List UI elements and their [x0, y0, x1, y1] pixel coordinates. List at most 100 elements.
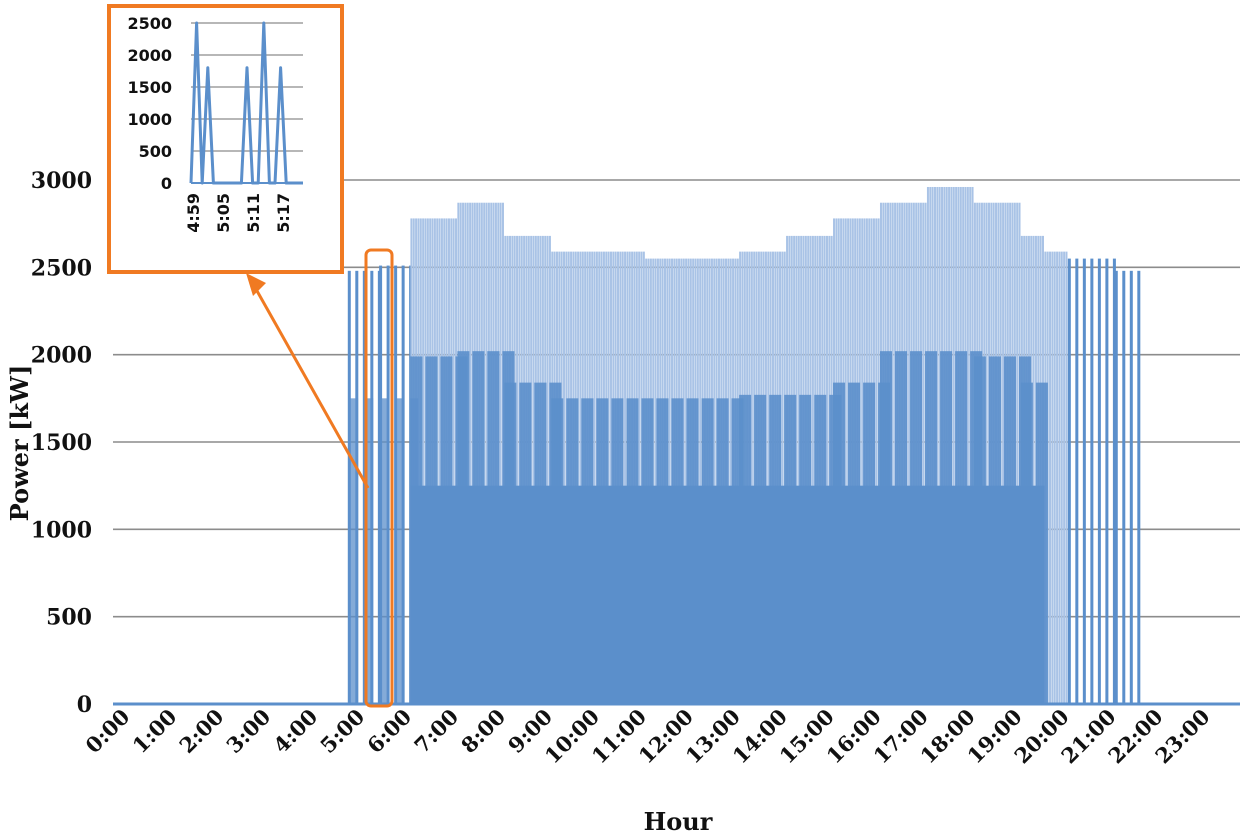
bar-peak: [1097, 258, 1101, 704]
bar-peak: [1105, 258, 1109, 704]
bar-peak: [1053, 251, 1056, 704]
bar-peak: [908, 202, 911, 704]
bar-peak: [891, 202, 894, 704]
inset-y-tick-label: 1500: [127, 78, 172, 97]
y-tick-label: 1500: [31, 430, 92, 456]
bar-peak: [685, 258, 688, 704]
inset-series-line: [189, 21, 303, 185]
bar-peak: [1067, 258, 1071, 704]
bar-peak: [825, 235, 828, 705]
y-tick-label: 1000: [31, 517, 92, 543]
bar-peak: [1049, 251, 1052, 704]
x-tick-label: 6:00: [362, 704, 416, 758]
bar-peak: [1082, 258, 1086, 704]
bar-peak: [485, 202, 488, 704]
y-axis-title: Power [kW]: [5, 365, 34, 522]
x-tick-label: 4:00: [268, 704, 322, 758]
highlight-box: [364, 248, 394, 708]
bar-peak: [1112, 258, 1116, 704]
bar-peak: [729, 258, 732, 704]
bar-peak: [624, 251, 627, 704]
x-tick-label: 8:00: [456, 704, 510, 758]
zoom-arrow-line: [250, 281, 370, 489]
bar-peak: [767, 251, 770, 704]
bar-peak: [952, 186, 955, 704]
bar-secondary: [365, 398, 374, 704]
inset-chart: 0 500 1000 1500 2000 2500 4:59 5:05 5:11 5:17: [107, 4, 344, 274]
bar-peak: [1056, 251, 1059, 704]
bar-peak: [546, 235, 549, 705]
x-tick-label: 23:00: [1150, 704, 1214, 768]
bar-peak: [1051, 251, 1054, 704]
bar-peak: [607, 251, 610, 704]
bar-peak: [936, 186, 939, 704]
y-tick-label: 2000: [31, 343, 92, 369]
bar-peak: [347, 270, 351, 704]
bar-peak: [1058, 251, 1061, 704]
x-tick-label: 5:00: [315, 704, 369, 758]
bar-peak: [1002, 202, 1005, 704]
bar-peak: [532, 235, 535, 705]
zoom-highlight: [246, 248, 394, 708]
bar-peak: [668, 258, 671, 704]
x-tick-label: 3:00: [221, 704, 275, 758]
bar-peak: [452, 218, 455, 704]
bar-peak: [797, 235, 800, 705]
bar-peak: [422, 218, 425, 704]
inset-x-tick-label: 4:59: [184, 193, 203, 233]
zoom-arrow-head: [246, 273, 266, 296]
bar-core: [410, 485, 1045, 704]
inset-y-tick-label: 1000: [127, 110, 172, 129]
bar-series: [347, 186, 1141, 705]
bar-peak: [609, 251, 612, 704]
bar-peak: [875, 218, 878, 704]
bar-peak: [844, 218, 847, 704]
y-tick-labels: 0 500 1000 1500 2000 2500 3000: [31, 168, 92, 718]
inset-frame: [107, 4, 344, 274]
bar-peak: [563, 251, 566, 704]
bar-secondary: [395, 398, 404, 704]
bar-peak: [750, 251, 753, 704]
inset-x-tick-label: 5:17: [274, 193, 293, 233]
bar-peak: [1075, 258, 1079, 704]
bar-peak: [861, 218, 864, 704]
bar-peak: [699, 258, 702, 704]
bar-peak: [922, 202, 925, 704]
y-tick-label: 0: [77, 692, 92, 718]
y-tick-label: 2500: [31, 255, 92, 281]
bar-peak: [938, 186, 941, 704]
x-tick-label: 1:00: [127, 704, 181, 758]
inset-y-tick-label: 0: [161, 174, 172, 193]
bar-peak: [1016, 202, 1019, 704]
bar-peak: [1065, 251, 1068, 704]
bar-peak: [469, 202, 472, 704]
x-axis-title: Hour: [644, 807, 713, 836]
bar-peak: [1063, 251, 1066, 704]
inset-x-tick-label: 5:05: [214, 193, 233, 233]
bar-peak: [1122, 270, 1126, 704]
bar-peak: [781, 251, 784, 704]
y-tick-label: 500: [46, 605, 92, 631]
bar-peak: [654, 258, 657, 704]
bar-peak: [579, 251, 582, 704]
bar-peak: [1032, 235, 1035, 705]
bar-secondary: [350, 398, 359, 704]
inset-y-tick-label: 2000: [127, 46, 172, 65]
bar-peak: [713, 258, 716, 704]
y-tick-label: 3000: [31, 168, 92, 194]
bar-peak: [1090, 258, 1094, 704]
bar-peak: [811, 235, 814, 705]
bar-peak: [966, 186, 969, 704]
bar-peak: [362, 270, 366, 704]
bar-peak: [1060, 251, 1063, 704]
bar-peak: [516, 235, 519, 705]
bar-peak: [438, 218, 441, 704]
bar-peak: [1114, 270, 1118, 704]
bar-peak: [985, 202, 988, 704]
bar-peak: [1137, 270, 1141, 704]
bar-peak: [593, 251, 596, 704]
bar-secondary: [380, 398, 389, 704]
x-tick-label: 2:00: [174, 704, 228, 758]
